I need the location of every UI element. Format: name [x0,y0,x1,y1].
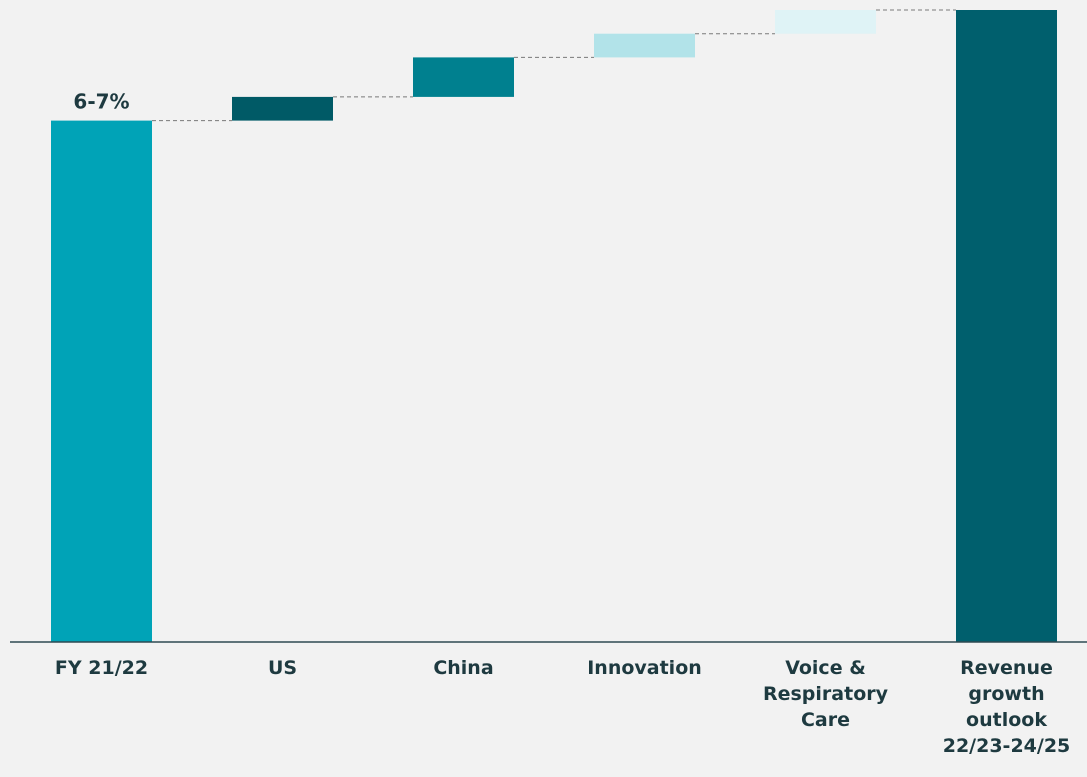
bar-3 [594,33,695,58]
category-label-line: Respiratory [763,683,889,705]
category-label-line: outlook [966,709,1047,731]
category-label-line: US [268,657,297,679]
value-label-0: 6-7% [73,90,129,114]
category-label-line: growth [968,683,1044,705]
category-label-line: 22/23-24/25 [943,735,1071,757]
bar-5 [956,10,1057,642]
category-label-line: Care [801,709,850,731]
category-label-line: China [433,657,493,679]
category-label-line: Revenue [960,657,1053,679]
value-label-5: 7-9% [978,0,1034,3]
bar-1 [232,96,333,121]
category-label-line: FY 21/22 [55,657,148,679]
category-label-1: US [268,657,297,679]
category-label-0: FY 21/22 [55,657,148,679]
bar-4 [775,10,876,34]
bar-2 [413,57,514,97]
category-label-line: Voice & [785,657,866,679]
category-label-2: China [433,657,493,679]
bar-0 [51,120,152,643]
category-label-3: Innovation [587,657,702,679]
category-label-5: Revenue growth outlook 22/23-24/25 [943,657,1071,757]
category-label-4: Voice & Respiratory Care [763,657,889,731]
category-label-line: Innovation [587,657,702,679]
